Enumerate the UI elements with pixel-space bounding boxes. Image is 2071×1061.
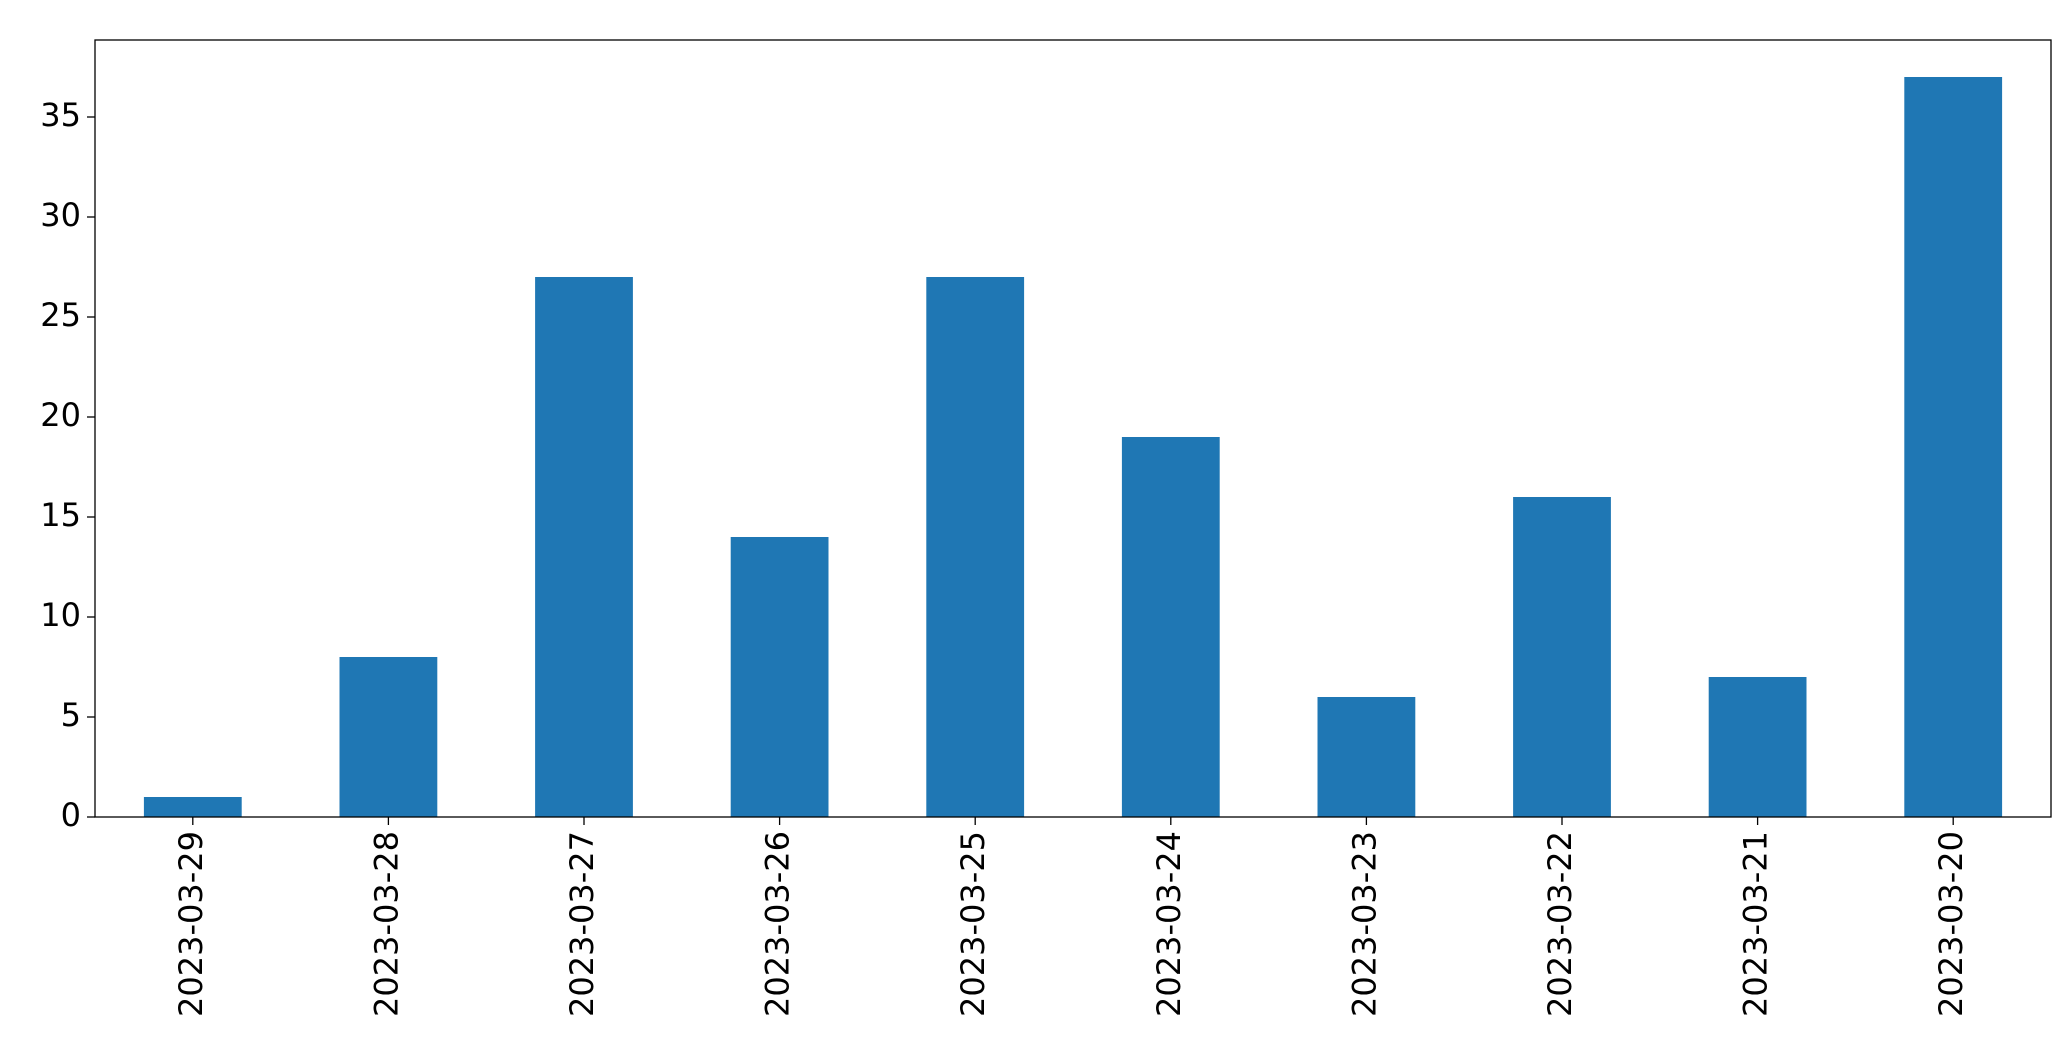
bar — [1513, 497, 1611, 817]
bar — [339, 657, 438, 817]
x-tick-label: 2023-03-20 — [1932, 831, 1970, 1017]
bar — [1708, 677, 1807, 817]
bar — [1317, 697, 1416, 817]
x-tick-label: 2023-03-22 — [1541, 831, 1579, 1017]
y-tick-label: 15 — [40, 496, 81, 534]
x-tick-label: 2023-03-21 — [1737, 831, 1775, 1017]
y-tick-label: 20 — [40, 396, 81, 434]
x-tick-label: 2023-03-27 — [563, 831, 601, 1017]
x-tick-label: 2023-03-25 — [954, 831, 992, 1017]
bar — [143, 797, 242, 817]
y-tick-label: 5 — [61, 696, 81, 734]
y-tick-label: 10 — [40, 596, 81, 634]
plot-frame — [94, 39, 2052, 818]
y-tick-label: 25 — [40, 296, 81, 334]
bar — [1904, 77, 2003, 817]
x-tick-label: 2023-03-28 — [367, 831, 405, 1017]
bar — [730, 537, 829, 817]
x-tick-label: 2023-03-24 — [1150, 831, 1188, 1017]
y-tick-label: 30 — [40, 196, 81, 234]
y-tick-label: 35 — [40, 96, 81, 134]
bar — [1121, 437, 1220, 817]
bar — [535, 277, 633, 817]
bar — [926, 277, 1025, 817]
x-tick-label: 2023-03-26 — [759, 831, 797, 1017]
x-tick-label: 2023-03-23 — [1345, 831, 1383, 1017]
x-tick-label: 2023-03-29 — [172, 831, 210, 1017]
y-tick-label: 0 — [61, 796, 81, 834]
